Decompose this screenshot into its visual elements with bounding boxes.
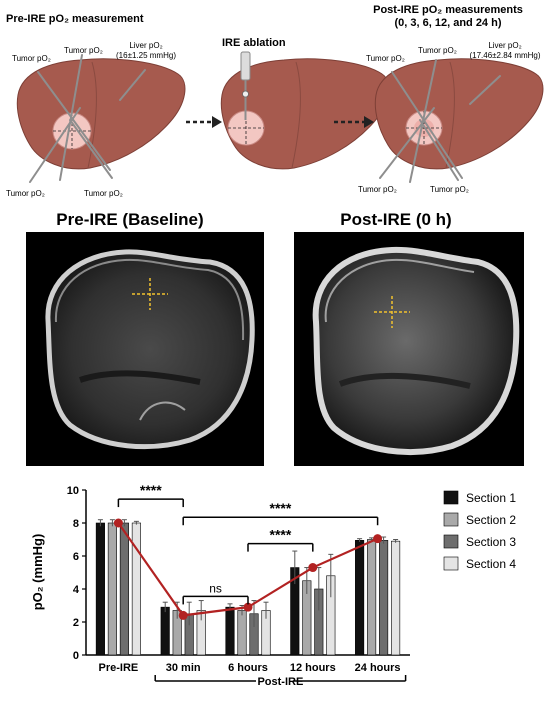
post-tumor-label-mid: Tumor pO₂	[418, 46, 457, 55]
y-axis-label: pO₂ (mmHg)	[30, 534, 45, 611]
liver-illustration-pre	[17, 55, 185, 182]
pre-tumor-label-bottom-left: Tumor pO₂	[6, 189, 45, 198]
pre-tumor-label-mid: Tumor pO₂	[64, 46, 103, 55]
legend-swatch	[444, 491, 458, 504]
mri-image-pre	[26, 232, 264, 466]
post-liver-label-line1: Liver pO₂	[488, 41, 521, 50]
post-measurement-title-line1: Post-IRE pO₂ measurements	[373, 4, 523, 16]
x-tick-label: 30 min	[166, 662, 201, 674]
legend-label: Section 3	[466, 535, 516, 549]
y-tick-label: 0	[73, 650, 79, 662]
mri-title-pre: Pre-IRE (Baseline)	[56, 210, 203, 229]
pre-liver-label-line1: Liver pO₂	[129, 41, 162, 50]
significance-label: ****	[140, 482, 162, 498]
legend-label: Section 2	[466, 513, 516, 527]
mean-point	[373, 534, 382, 543]
mri-panel: Pre-IRE (Baseline) Post-IRE (0 h)	[26, 210, 524, 466]
bar	[391, 541, 400, 655]
bar	[120, 523, 128, 655]
bar	[108, 523, 117, 655]
legend: Section 1 Section 2 Section 3 Section 4	[444, 491, 516, 571]
schematic-panel: Pre-IRE pO₂ measurement IRE ablation Pos…	[6, 4, 543, 198]
post-tumor-label-left: Tumor pO₂	[366, 54, 405, 63]
mean-point	[179, 611, 188, 620]
pre-measurement-title: Pre-IRE pO₂ measurement	[6, 13, 144, 25]
legend-swatch	[444, 557, 458, 570]
bar	[238, 610, 247, 655]
chart-panel: pO₂ (mmHg) 0 2 4 6 8 10 Pre-IRE 30 min 6 hours 12…	[30, 482, 516, 688]
post-tumor-label-bottom-right: Tumor pO₂	[430, 185, 469, 194]
pre-liver-label-line2: (16±1.25 mmHg)	[116, 51, 176, 60]
significance-label: ns	[209, 581, 222, 595]
bar	[355, 540, 364, 655]
bar	[379, 540, 388, 655]
mean-point	[308, 563, 317, 572]
legend-label: Section 1	[466, 491, 516, 505]
x-tick-label: Pre-IRE	[99, 662, 139, 674]
bar	[161, 607, 170, 655]
y-tick-label: 4	[73, 584, 80, 596]
x-tick-label: 24 hours	[355, 662, 401, 674]
mri-image-post	[294, 232, 524, 466]
post-measurement-title-line2: (0, 3, 6, 12, and 24 h)	[395, 17, 502, 29]
mean-point	[114, 519, 123, 528]
y-tick-label: 2	[73, 617, 79, 629]
y-tick-label: 8	[73, 518, 79, 530]
ablation-title: IRE ablation	[222, 37, 286, 49]
liver-illustration-post	[375, 59, 543, 182]
x-tick-label: 12 hours	[290, 662, 336, 674]
pre-tumor-label-left: Tumor pO₂	[12, 54, 51, 63]
x-tick-label: 6 hours	[228, 662, 268, 674]
bar	[367, 540, 376, 656]
bar	[96, 523, 105, 655]
legend-label: Section 4	[466, 557, 516, 571]
post-liver-label-line2: (17.46±2.84 mmHg)	[469, 51, 540, 60]
significance-label: ****	[270, 527, 292, 543]
y-tick-label: 10	[67, 485, 79, 497]
pre-tumor-label-bottom-right: Tumor pO₂	[84, 189, 123, 198]
bar	[226, 607, 235, 655]
y-tick-label: 6	[73, 551, 79, 563]
group-label: Post-IRE	[257, 676, 303, 688]
mri-title-post: Post-IRE (0 h)	[340, 210, 451, 229]
significance-label: ****	[270, 500, 292, 516]
liver-illustration-ablation	[221, 52, 389, 169]
arrow-right-icon	[186, 116, 222, 128]
legend-swatch	[444, 535, 458, 548]
chart-marks: 0 2 4 6 8 10 Pre-IRE 30 min 6 hours 12 hours 24 ho…	[67, 482, 410, 688]
legend-swatch	[444, 513, 458, 526]
post-tumor-label-bottom-left: Tumor pO₂	[358, 185, 397, 194]
